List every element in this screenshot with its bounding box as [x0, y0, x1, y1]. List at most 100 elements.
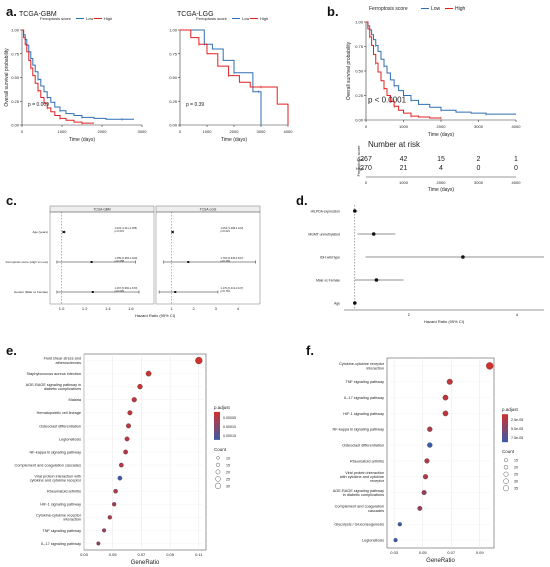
x-tick-label: 3000	[138, 129, 148, 134]
p-value: p = 0.009	[28, 102, 49, 108]
color-bar	[502, 414, 508, 443]
term-label: Fluid shear stress and atherosclerosis	[44, 357, 81, 365]
term-label: Hematopoietic cell lineage	[37, 411, 81, 415]
plot-frame	[386, 357, 495, 549]
x-axis-label: Hazard Ratio (95% CI)	[135, 313, 176, 318]
x-tick-label: 2000	[230, 129, 240, 134]
covariate-label: Male vs Female	[316, 279, 340, 283]
term-dot	[137, 384, 143, 390]
x-axis-label: Time (days)	[221, 137, 248, 143]
term-label: Viral protein interaction with cytokine a…	[340, 471, 385, 483]
legend-label-low: Low	[431, 6, 441, 12]
term-dot	[421, 490, 427, 496]
term-label: HIF-1 signaling pathway	[40, 503, 81, 507]
term-dot	[112, 502, 117, 507]
y-tick-label: 0.50	[355, 69, 364, 74]
panel-letter-c: c.	[6, 193, 17, 208]
term-label: NF-kappa B signaling pathway	[30, 450, 82, 454]
size-tick-label: 35	[514, 487, 518, 491]
term-dot	[131, 397, 137, 403]
term-label: Rheumatoid arthritis	[47, 490, 81, 494]
color-tick-label: 2.5e-05	[511, 418, 523, 422]
risk-count: 267	[360, 156, 372, 163]
risk-table-ylabel: Ferroptosis score	[356, 145, 361, 177]
covariate-label: Age	[334, 302, 340, 306]
y-tick-label: 0.75	[11, 51, 20, 56]
y-tick-label: 0.50	[169, 75, 178, 80]
y-tick-label: 0.25	[355, 93, 364, 98]
x-tick-label: 2000	[98, 129, 108, 134]
risk-count: 0	[514, 165, 518, 172]
x-tick-label: 4000	[512, 124, 522, 129]
x-tick-label: 1000	[203, 129, 213, 134]
term-label: Complement and coagulation cascades	[335, 505, 385, 513]
legend-label-high: High	[104, 16, 112, 21]
risk-count: 15	[437, 156, 445, 163]
term-dot	[486, 362, 494, 370]
size-legend-dot	[503, 465, 509, 470]
covariate-label: IDH wild type	[320, 256, 340, 260]
term-label: Cytokine-cytokine receptor interaction	[36, 514, 82, 522]
panel-letter-e: e.	[6, 343, 17, 358]
size-tick-label: 20	[514, 466, 518, 470]
x-tick-label: 1.6	[128, 306, 134, 311]
risk-x-tick-label: 4000	[512, 180, 522, 185]
term-dot	[442, 394, 449, 401]
legend-color-title: p.adjust	[214, 405, 231, 410]
x-tick-label: 2000	[437, 124, 447, 129]
hr-annotation: 1.259 (0.966-1.640) p=0.088	[114, 256, 137, 263]
size-legend-dot	[504, 458, 508, 463]
hr-point	[461, 255, 465, 259]
color-bar	[214, 411, 220, 440]
risk-count: 1	[514, 156, 518, 163]
risk-x-axis-label: Time (days)	[428, 187, 455, 193]
term-label: AGE-RAGE signaling pathway in diabetic co…	[26, 383, 81, 391]
hr-point	[91, 291, 94, 293]
km-curve-high	[22, 29, 94, 124]
y-axis-label: Overall survival probability	[346, 41, 352, 100]
km-curve-low	[366, 21, 516, 115]
x-tick-label: 2	[192, 306, 195, 311]
covariate-label: HILPDA expression	[311, 210, 341, 214]
risk-count: 4	[439, 165, 443, 172]
legend-label-high: High	[455, 6, 466, 12]
size-legend-dot	[503, 485, 509, 492]
x-axis-label: GeneRatio	[426, 558, 455, 564]
risk-row-label-high: High	[356, 166, 364, 171]
term-label: TNF signaling pathway	[345, 380, 384, 384]
x-axis-label: Time (days)	[428, 132, 455, 138]
facet-panel	[155, 211, 261, 305]
x-tick-label: 0.03	[390, 550, 399, 555]
term-dot	[113, 488, 118, 494]
x-tick-label: 1000	[399, 124, 409, 129]
size-legend-dot	[503, 471, 509, 477]
color-tick-label: 5.0e-05	[511, 427, 523, 431]
hr-point	[371, 232, 376, 236]
risk-x-tick-label: 1000	[399, 180, 409, 185]
term-dot	[107, 515, 112, 520]
covariate-label: Gender (Male vs Female)	[14, 290, 48, 294]
hr-annotation: 1.267 (0.960-1.673) p=0.095	[114, 286, 137, 293]
x-tick-label: 0	[365, 124, 368, 129]
p-value: p < 0.0001	[368, 95, 407, 104]
risk-count: 21	[400, 165, 408, 172]
term-dot	[117, 475, 123, 481]
risk-row-label-low: Low	[357, 157, 364, 162]
x-tick-label: 1	[170, 306, 173, 311]
km-curve-low	[180, 29, 262, 125]
size-legend-dot	[216, 456, 220, 460]
size-legend-dot	[215, 476, 221, 482]
size-legend-dot	[216, 462, 220, 467]
color-tick-label: 0.00010	[223, 425, 236, 429]
x-tick-label: 4000	[284, 129, 294, 134]
panel-letter-b: b.	[327, 4, 339, 19]
hr-point	[171, 231, 174, 233]
hr-annotation: 1.763 (0.645-4.817) p=0.269	[220, 256, 243, 263]
term-dot	[417, 505, 423, 511]
hr-point	[374, 278, 379, 282]
p-value: p = 0.39	[186, 102, 204, 108]
size-tick-label: 25	[226, 477, 230, 481]
covariate-label: MGMT unmethylated	[308, 233, 340, 237]
size-tick-label: 30	[226, 484, 230, 488]
risk-count: 42	[400, 156, 408, 163]
